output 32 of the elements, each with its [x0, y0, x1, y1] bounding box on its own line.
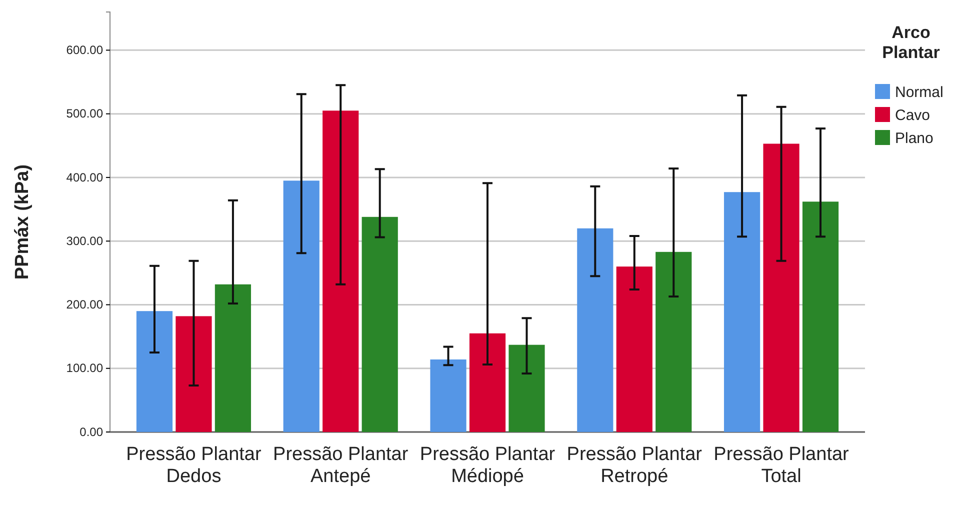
- bar: [763, 144, 800, 432]
- bar: [136, 311, 173, 432]
- bar: [656, 252, 692, 432]
- bar: [469, 333, 506, 432]
- x-tick-label: Pressão Plantar Dedos: [126, 444, 262, 487]
- bar: [176, 316, 212, 432]
- bar: [322, 110, 359, 432]
- bar: [508, 344, 545, 432]
- y-tick-label: 200.00: [66, 298, 104, 312]
- bar: [283, 180, 320, 432]
- bar: [577, 228, 614, 432]
- y-axis-title: PPmáx (kPa): [12, 164, 33, 280]
- legend-label: Plano: [895, 130, 934, 147]
- legend-label: Cavo: [895, 107, 930, 124]
- y-tick-label: 500.00: [66, 106, 104, 121]
- bar: [802, 202, 839, 432]
- y-tick-label: 0.00: [80, 424, 104, 439]
- legend-title: Arco Plantar: [882, 23, 940, 62]
- x-tick-label: Pressão Plantar Antepé: [273, 444, 409, 487]
- bar: [214, 284, 252, 432]
- bar: [616, 266, 652, 432]
- legend-label: Normal: [895, 84, 944, 101]
- y-tick-label: 300.00: [66, 234, 104, 248]
- bar: [724, 192, 760, 432]
- bar: [362, 216, 398, 432]
- x-tick-label: Pressão Plantar Retropé: [566, 444, 703, 487]
- y-tick-label: 400.00: [66, 170, 104, 184]
- x-tick-label: Pressão Plantar Total: [714, 444, 850, 487]
- x-tick-label: Pressão Plantar Médiopé: [420, 444, 556, 487]
- bar: [430, 359, 466, 432]
- y-tick-label: 600.00: [66, 43, 104, 58]
- y-tick-label: 100.00: [66, 361, 104, 376]
